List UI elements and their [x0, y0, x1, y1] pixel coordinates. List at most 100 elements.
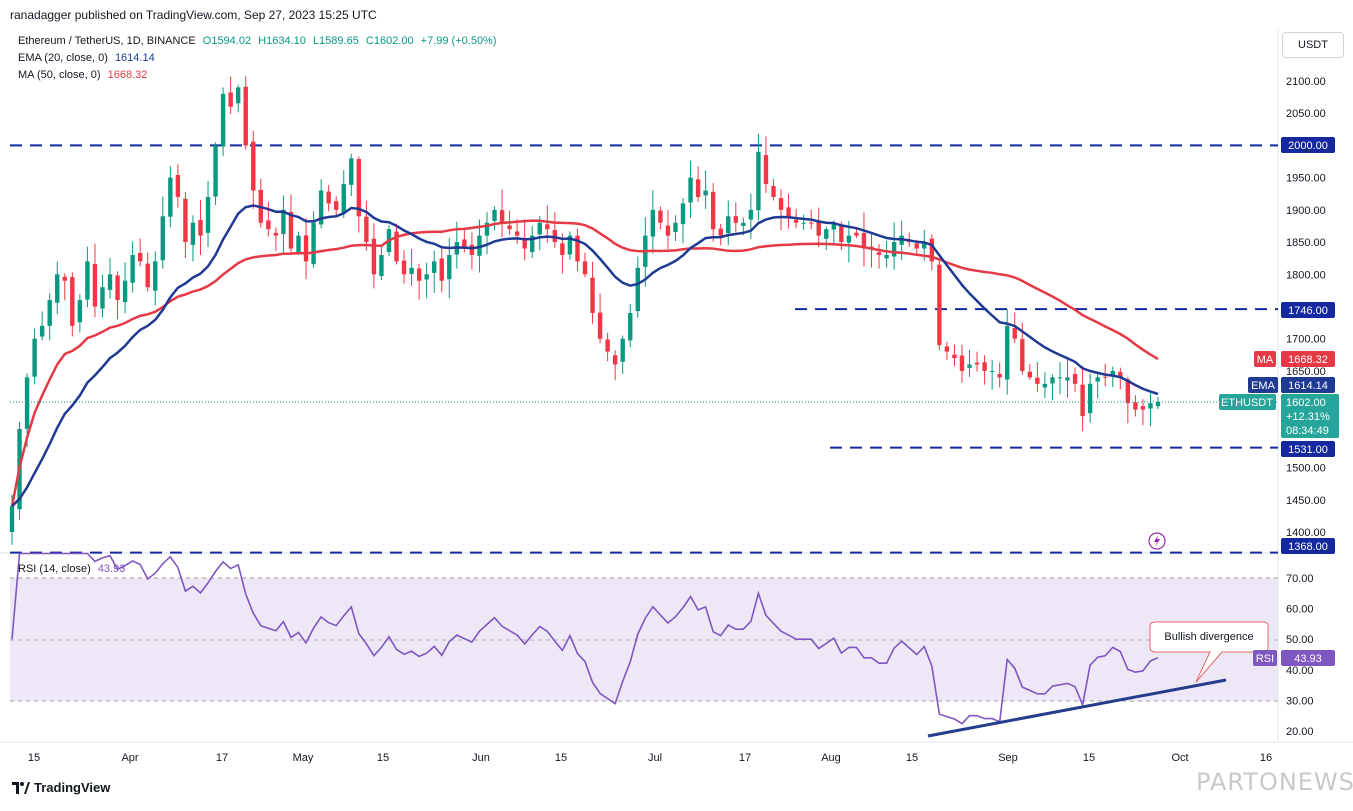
rsi-tag: RSI 43.93 — [1253, 650, 1335, 666]
flash-icon[interactable] — [1148, 532, 1166, 550]
watermark: PARTONEWS.IR — [1196, 768, 1353, 796]
candle-body — [876, 252, 882, 255]
candle-body — [356, 158, 362, 217]
rsi-axis-label: 50.00 — [1286, 634, 1314, 646]
rsi-legend-value: 43.93 — [97, 563, 126, 575]
tradingview-logo[interactable]: TradingView — [12, 780, 110, 795]
candle-body — [1125, 379, 1131, 404]
currency-button[interactable]: USDT — [1282, 32, 1344, 58]
candle-body — [537, 222, 542, 235]
candle-body — [1072, 374, 1078, 384]
candle-body — [1140, 406, 1146, 410]
level-tag-1746: 1746.00 — [1281, 302, 1335, 318]
candle-body — [183, 198, 188, 243]
candle-body — [296, 235, 301, 253]
candle-body — [861, 232, 867, 249]
candle-body — [401, 260, 407, 275]
candle-body — [605, 339, 610, 352]
candle-body — [733, 216, 738, 223]
candle-body — [288, 211, 294, 249]
symbol-name: Ethereum / TetherUS, 1D, BINANCE — [18, 35, 196, 47]
time-axis-label: Apr — [121, 752, 138, 764]
candle-body — [914, 243, 919, 249]
price-axis[interactable]: 2100.00 2050.00 1950.00 1900.00 1850.00 1800.… — [1286, 76, 1326, 539]
time-axis-label: Jul — [648, 752, 662, 764]
ma-legend[interactable]: MA (50, close, 0) 1668.32 — [18, 69, 151, 81]
rsi-axis[interactable]: 70.00 60.00 50.00 40.00 30.00 20.00 — [1286, 573, 1314, 738]
candle-body — [786, 207, 791, 217]
time-axis-label: 16 — [1260, 752, 1272, 764]
candle-body — [922, 242, 927, 249]
candle-body — [122, 280, 128, 303]
symbol-legend[interactable]: Ethereum / TetherUS, 1D, BINANCE O1594.0… — [18, 35, 501, 47]
rsi-legend[interactable]: RSI (14, close) 43.93 — [18, 563, 129, 575]
high-value: H1634.10 — [258, 35, 306, 47]
svg-text:43.93: 43.93 — [1294, 653, 1322, 665]
candle-body — [1103, 376, 1108, 378]
candle-body — [1057, 377, 1063, 379]
candle-body — [175, 175, 181, 197]
time-axis-label: 15 — [28, 752, 40, 764]
candle-body — [303, 235, 309, 262]
candle-body — [680, 203, 686, 225]
candle-body — [1095, 377, 1100, 382]
candle-body — [582, 261, 588, 275]
candle-body — [145, 263, 150, 288]
low-value: L1589.65 — [312, 35, 359, 47]
svg-text:1668.32: 1668.32 — [1288, 354, 1328, 366]
candle-body — [394, 231, 399, 262]
candle-body — [424, 274, 429, 280]
candle-body — [597, 312, 603, 339]
candle-body — [688, 177, 693, 203]
level-tag-2000: 2000.00 — [1281, 137, 1335, 153]
candle-body — [266, 220, 271, 230]
bullish-divergence-callout[interactable]: Bullish divergence — [1149, 621, 1269, 683]
candle-body — [228, 92, 233, 107]
candle-body — [462, 239, 467, 249]
candle-body — [959, 355, 965, 371]
candle-body — [1118, 371, 1123, 378]
candle-body — [439, 258, 444, 281]
candle-body — [575, 235, 580, 262]
ma-50-line — [10, 219, 1159, 507]
candle-body — [251, 141, 256, 191]
time-axis-label: Jun — [472, 752, 490, 764]
candle-body — [447, 254, 452, 280]
svg-text:+12.31%: +12.31% — [1286, 411, 1330, 423]
level-tag-1368: 1368.00 — [1281, 538, 1335, 554]
candle-body — [620, 338, 625, 362]
candle-body — [628, 312, 633, 341]
candle-body — [55, 274, 60, 303]
time-axis-label: 17 — [739, 752, 751, 764]
candle-body — [741, 222, 746, 226]
svg-text:08:34:49: 08:34:49 — [1286, 425, 1329, 437]
ema-legend[interactable]: EMA (20, close, 0) 1614.14 — [18, 52, 159, 64]
candle-body — [929, 238, 935, 262]
candle-body — [107, 274, 113, 290]
time-axis-label: Sep — [998, 752, 1018, 764]
ma-legend-value: 1668.32 — [107, 69, 148, 81]
candle-body — [416, 268, 422, 281]
candle-body — [710, 191, 716, 230]
candle-body — [567, 235, 573, 255]
ema-legend-value: 1614.14 — [114, 52, 155, 64]
candle-body — [590, 277, 595, 313]
divergence-trendline[interactable] — [927, 678, 1227, 738]
candle-body — [718, 228, 723, 236]
candle-body — [726, 216, 731, 234]
candle-body — [997, 373, 1002, 378]
candle-body — [281, 209, 286, 235]
candle-body — [650, 209, 656, 237]
candle-body — [47, 300, 52, 326]
time-axis[interactable]: 15 Apr 17 May 15 Jun 15 Jul 17 Aug 15 Sep 15 Oct 16 — [28, 752, 1272, 764]
candle-body — [469, 244, 475, 255]
candle-body — [839, 225, 844, 243]
price-axis-label: 1800.00 — [1286, 269, 1326, 281]
candle-body — [484, 222, 490, 236]
rsi-axis-label: 60.00 — [1286, 604, 1314, 616]
candle-body — [703, 190, 708, 196]
candle-body — [1035, 377, 1040, 384]
close-value: C1602.00 — [365, 35, 414, 47]
